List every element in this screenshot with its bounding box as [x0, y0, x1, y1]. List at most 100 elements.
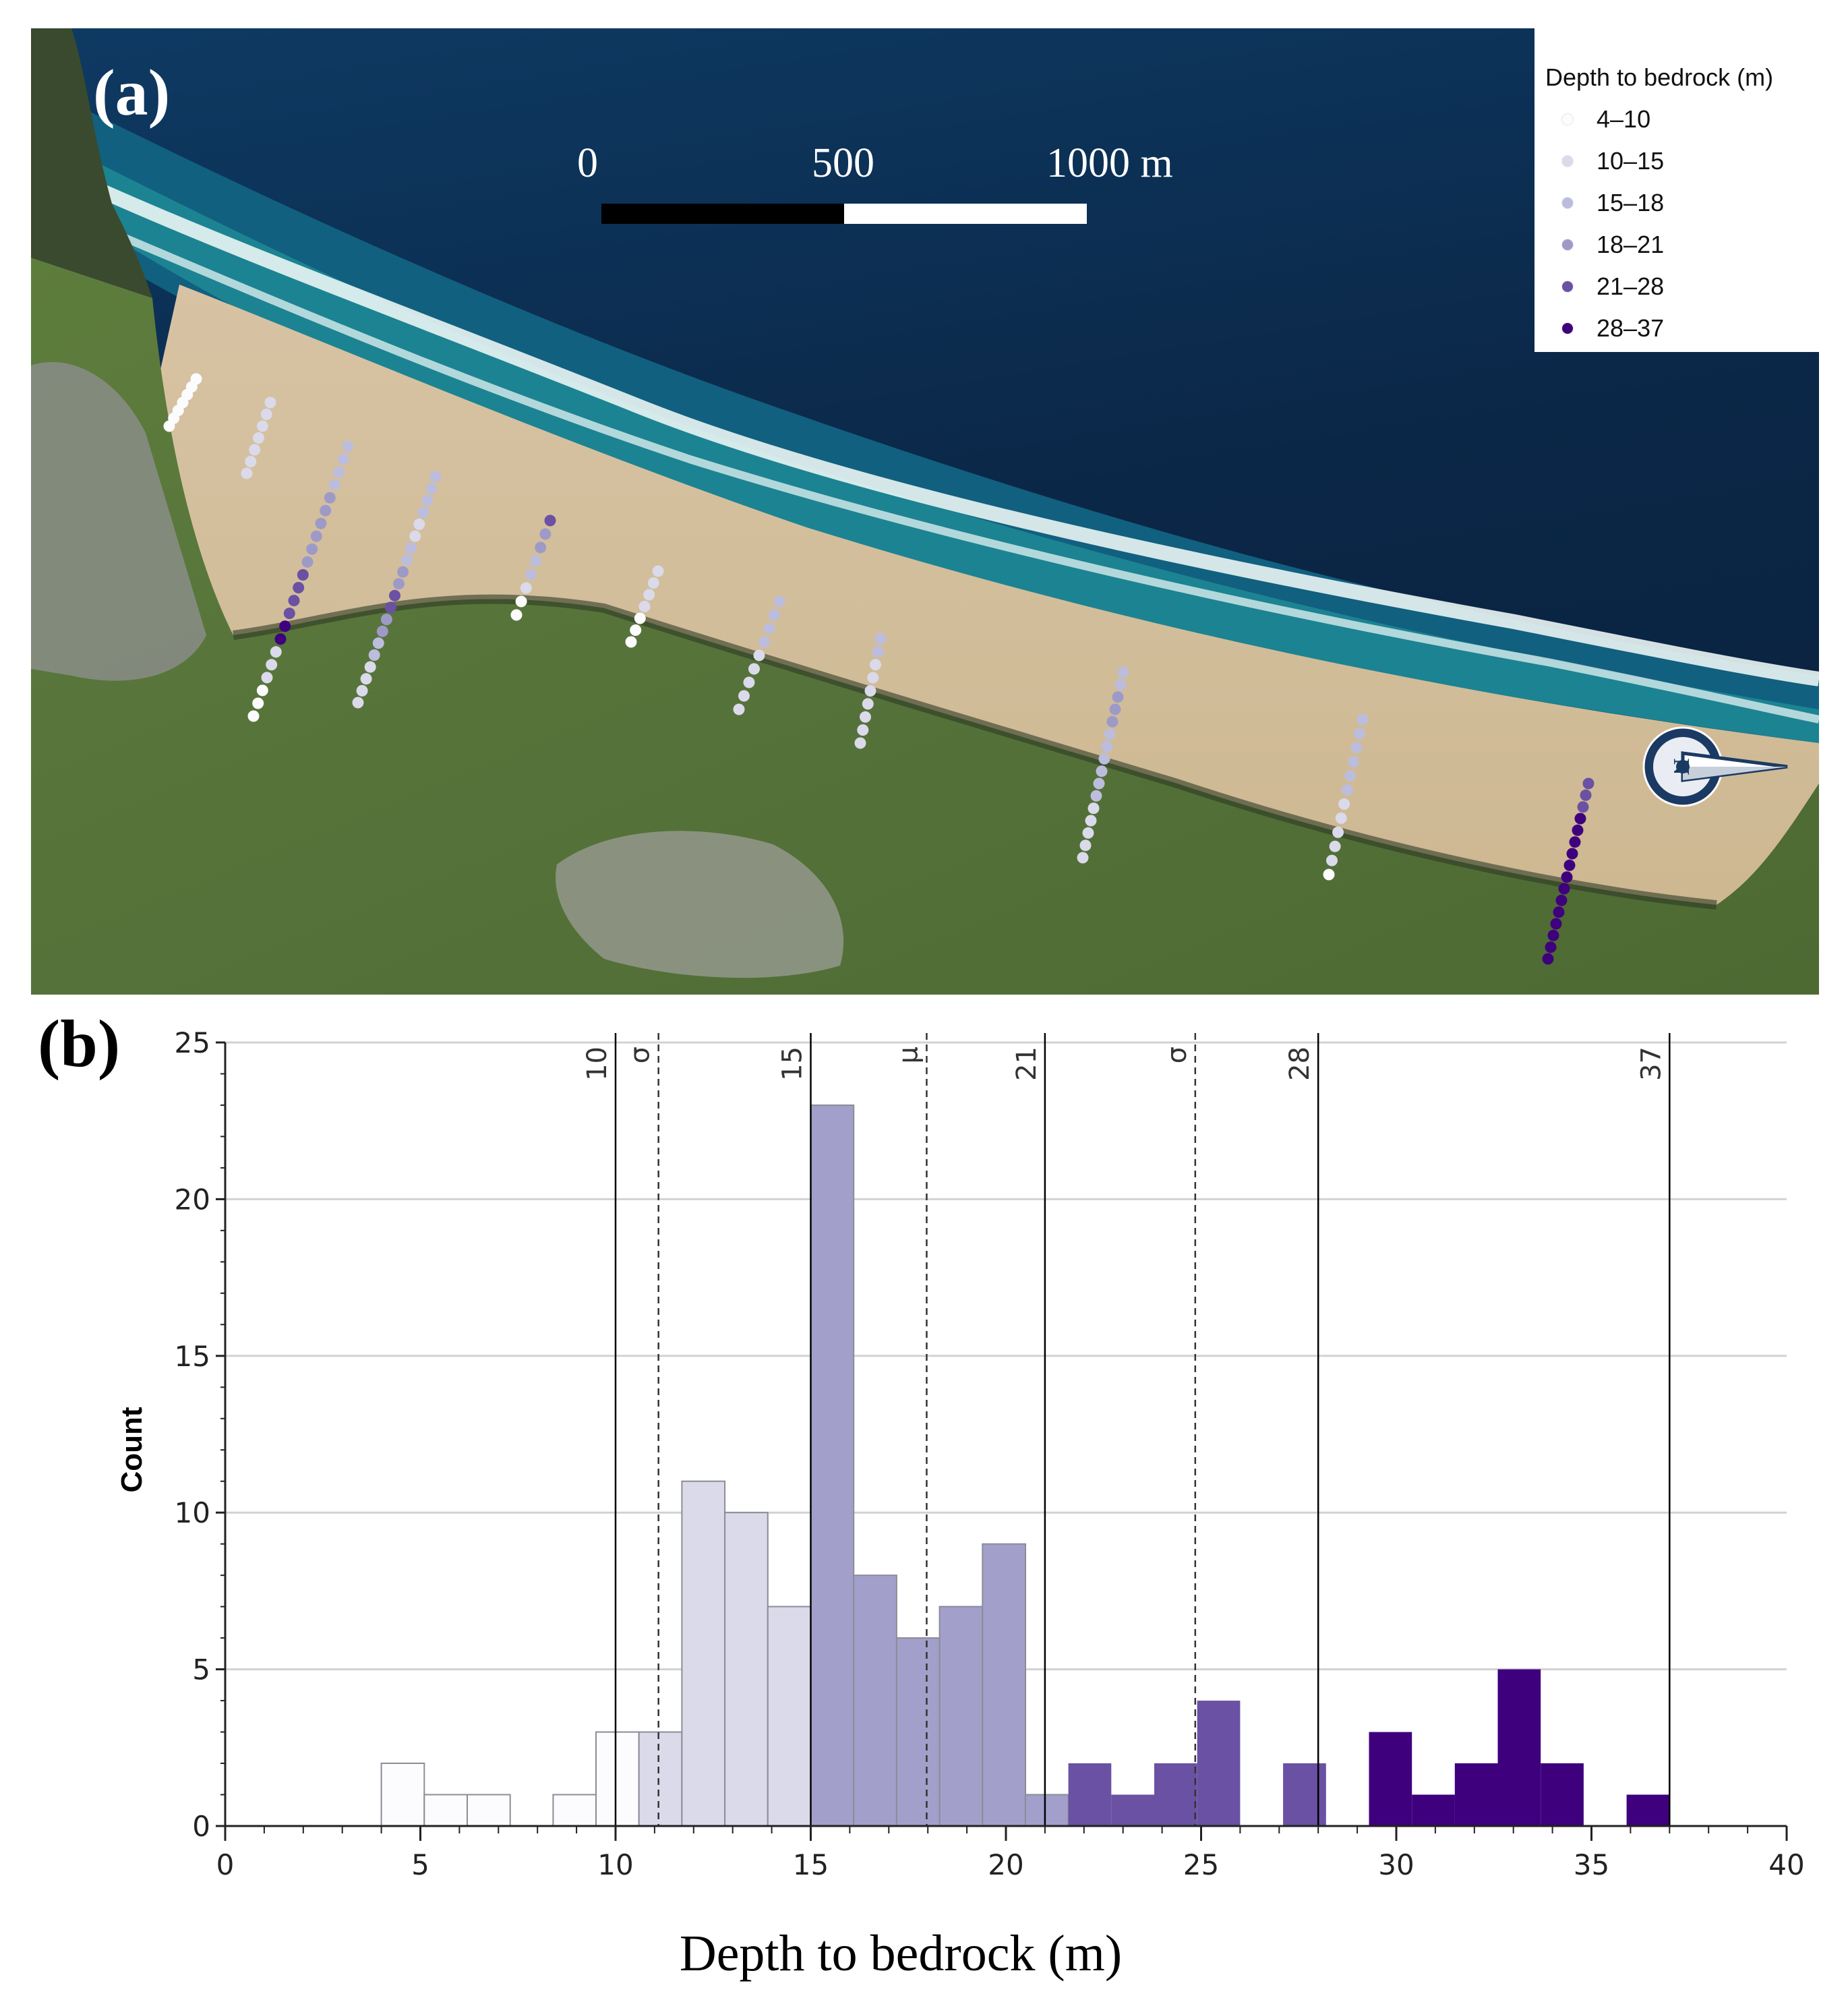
survey-point — [544, 514, 556, 527]
histogram-bar — [595, 1731, 640, 1827]
survey-point — [249, 444, 261, 456]
survey-point — [405, 542, 417, 554]
histogram-chart: 10 15 21 28 37 σ μ σ 0 5 10 15 20 25 0 5 10 15 20 25 30 35 40… — [115, 1026, 1805, 1982]
legend-label: 18–21 — [1597, 231, 1665, 258]
survey-point — [1332, 826, 1344, 838]
survey-point — [352, 697, 364, 709]
survey-point — [315, 517, 327, 529]
survey-point — [1542, 953, 1554, 965]
survey-point — [860, 711, 871, 723]
survey-point — [364, 661, 376, 673]
survey-point — [1558, 883, 1570, 895]
class-break-label: 28 — [1284, 1047, 1315, 1081]
scale-bar: 0 500 1000 m — [543, 140, 1173, 247]
y-tick-label: 10 — [175, 1496, 210, 1529]
survey-point — [245, 456, 257, 467]
panel-label-b: (b) — [38, 1006, 121, 1081]
survey-point — [733, 703, 745, 715]
histogram-bar — [423, 1794, 468, 1827]
survey-point — [297, 569, 309, 581]
survey-point — [1335, 812, 1347, 824]
stat-label: σ — [625, 1047, 656, 1063]
survey-point — [389, 589, 400, 601]
survey-point — [1347, 756, 1359, 768]
class-break-label: 37 — [1636, 1047, 1667, 1081]
scale-bar-white — [844, 204, 1087, 224]
survey-point — [1574, 813, 1586, 825]
y-tick-label: 5 — [192, 1653, 210, 1686]
histogram-bar — [767, 1606, 812, 1827]
histogram-bar — [895, 1637, 941, 1827]
survey-point — [283, 608, 295, 620]
survey-point — [510, 609, 523, 621]
compass-rose-icon: N — [1642, 726, 1788, 807]
survey-point — [1090, 790, 1102, 802]
beach-sand — [152, 285, 1819, 905]
survey-point — [867, 672, 879, 684]
satellite-map — [31, 28, 1819, 995]
histogram-bar — [638, 1731, 683, 1827]
x-axis-label: Depth to bedrock (m) — [680, 1925, 1122, 1982]
survey-point — [874, 632, 887, 645]
survey-point — [372, 637, 384, 649]
panel-label-a: (a) — [93, 57, 171, 129]
class-break-label: 10 — [582, 1047, 613, 1081]
survey-point — [753, 649, 765, 661]
y-axis-label: Count — [115, 1407, 148, 1492]
survey-point — [1350, 742, 1363, 754]
survey-point — [247, 710, 260, 722]
x-tick-label: 15 — [793, 1848, 829, 1881]
histogram-bar — [1283, 1763, 1326, 1826]
survey-point — [384, 601, 396, 614]
survey-point — [376, 625, 388, 637]
survey-point — [1077, 852, 1089, 864]
survey-point — [1553, 906, 1565, 918]
scale-label-500: 500 — [812, 140, 874, 186]
survey-point — [643, 589, 655, 601]
survey-point — [1357, 713, 1369, 726]
survey-point — [1087, 802, 1100, 815]
legend-item: 28–37 — [1561, 312, 1664, 345]
histogram-bar — [1111, 1794, 1154, 1826]
surf-line — [90, 220, 1819, 724]
survey-point — [539, 528, 552, 540]
survey-point — [1079, 840, 1092, 852]
survey-point — [409, 530, 421, 542]
survey-point — [1569, 836, 1581, 848]
legend-label: 28–37 — [1597, 314, 1665, 342]
legend-swatch — [1561, 113, 1574, 125]
survey-point — [324, 492, 336, 504]
survey-point — [1354, 728, 1365, 740]
histogram-bar — [938, 1606, 984, 1827]
survey-point — [306, 543, 318, 555]
histogram-bar — [1197, 1701, 1241, 1826]
survey-point — [1341, 784, 1353, 796]
histogram-bar — [810, 1105, 855, 1827]
survey-point — [872, 645, 884, 657]
legend-swatch — [1561, 197, 1574, 209]
caravan-park — [556, 831, 844, 978]
survey-point — [870, 659, 881, 671]
survey-point — [1109, 703, 1121, 715]
survey-point — [748, 663, 760, 675]
survey-point — [647, 577, 659, 589]
survey-point — [253, 432, 264, 444]
x-tick-label: 25 — [1183, 1848, 1219, 1881]
survey-point — [260, 409, 272, 420]
survey-point — [241, 467, 253, 479]
histogram-bar — [1024, 1794, 1069, 1827]
survey-point — [1323, 868, 1335, 881]
survey-point — [1580, 789, 1592, 801]
histogram-bar — [1626, 1794, 1670, 1826]
survey-point — [652, 565, 664, 577]
x-tick-label: 10 — [597, 1848, 633, 1881]
survey-point — [1096, 765, 1108, 777]
x-tick-label: 35 — [1574, 1848, 1609, 1881]
y-tick-label: 15 — [175, 1340, 210, 1373]
survey-point — [738, 690, 750, 702]
survey-point — [1547, 929, 1559, 941]
scale-label-1000: 1000 m — [1046, 140, 1173, 186]
x-tick-label: 0 — [216, 1848, 235, 1881]
survey-point — [1344, 770, 1357, 782]
survey-point — [862, 698, 874, 710]
